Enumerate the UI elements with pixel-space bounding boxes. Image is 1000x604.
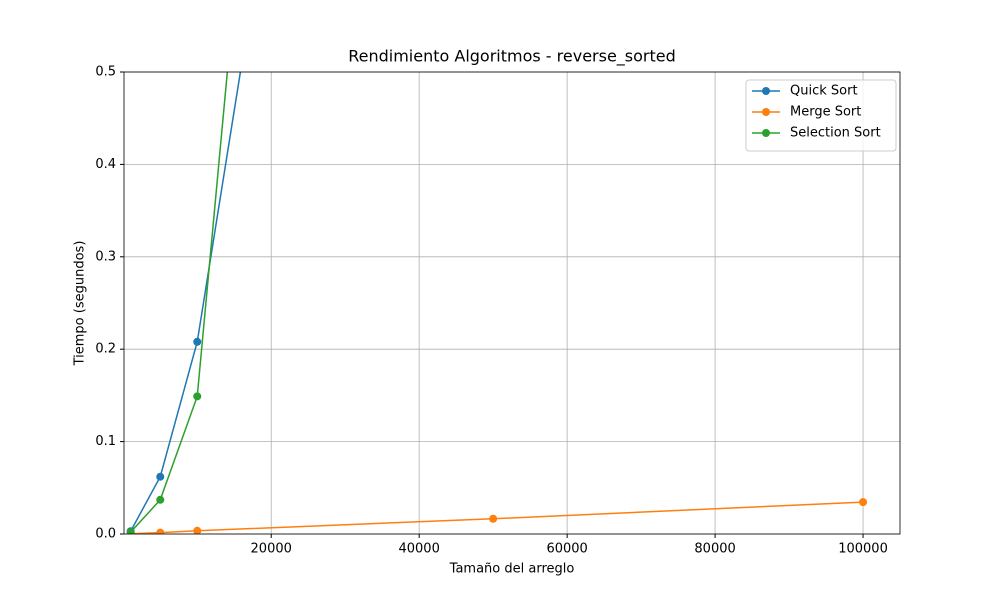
y-tick-label: 0.2 xyxy=(95,342,116,357)
x-tick-label: 100000 xyxy=(838,542,888,557)
y-tick-label: 0.0 xyxy=(95,527,116,542)
x-tick-label: 60000 xyxy=(546,542,587,557)
plot-frame xyxy=(123,71,901,535)
data-point xyxy=(489,514,498,523)
plot-area xyxy=(126,72,868,534)
y-tick-label: 0.5 xyxy=(95,65,116,80)
legend-label: Quick Sort xyxy=(790,84,858,99)
y-tick-label: 0.1 xyxy=(95,434,116,449)
legend-box xyxy=(745,79,897,152)
legend-marker xyxy=(762,87,770,95)
x-axis-label: Tamaño del arreglo xyxy=(449,562,575,577)
data-point xyxy=(193,392,202,401)
data-point xyxy=(156,495,165,504)
data-point xyxy=(156,528,165,534)
x-tick-label: 40000 xyxy=(398,542,439,557)
legend-label: Merge Sort xyxy=(790,105,861,120)
y-axis-label: Tiempo (segundos) xyxy=(73,241,88,367)
data-point xyxy=(859,498,868,507)
legend-marker xyxy=(762,108,770,116)
legend-label: Selection Sort xyxy=(790,126,881,141)
x-tick-label: 80000 xyxy=(694,542,735,557)
chart-title: Rendimiento Algoritmos - reverse_sorted xyxy=(348,47,676,67)
data-point xyxy=(193,526,202,534)
data-point xyxy=(193,337,202,346)
y-tick-label: 0.4 xyxy=(95,157,116,172)
legend-marker xyxy=(762,129,770,137)
data-point xyxy=(156,472,165,481)
x-tick-label: 20000 xyxy=(251,542,292,557)
y-tick-label: 0.3 xyxy=(95,249,116,264)
data-point xyxy=(126,528,135,534)
